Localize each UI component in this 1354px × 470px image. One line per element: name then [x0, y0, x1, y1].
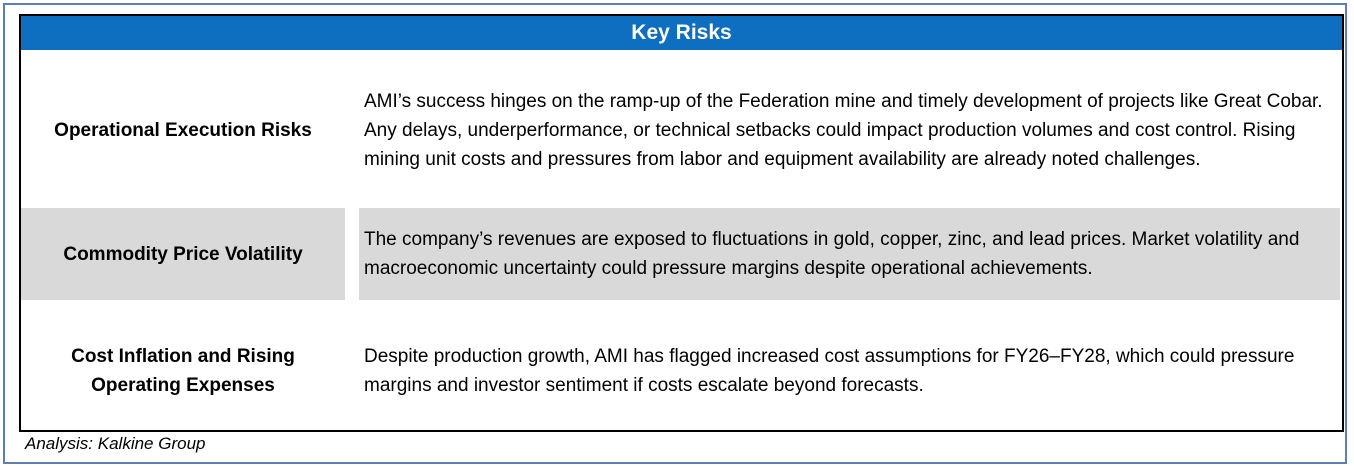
table-row: Operational Execution Risks AMI’s succes…	[21, 52, 1342, 208]
outer-frame: Key Risks Operational Execution Risks AM…	[3, 3, 1347, 464]
table-row: Cost Inflation and Rising Operating Expe…	[21, 312, 1342, 430]
risk-label: Cost Inflation and Rising Operating Expe…	[71, 346, 295, 396]
risk-label: Commodity Price Volatility	[21, 208, 345, 300]
key-risks-table: Key Risks Operational Execution Risks AM…	[19, 14, 1344, 432]
risk-description: AMI’s success hinges on the ramp-up of t…	[364, 90, 1323, 170]
table-row: Commodity Price Volatility The company’s…	[21, 208, 1342, 300]
table-title: Key Risks	[21, 16, 1342, 50]
risk-label: Operational Execution Risks	[54, 119, 312, 141]
risk-description: Despite production growth, AMI has flagg…	[364, 346, 1295, 396]
source-footnote: Analysis: Kalkine Group	[25, 434, 206, 453]
risk-description: The company’s revenues are exposed to fl…	[359, 208, 1340, 300]
